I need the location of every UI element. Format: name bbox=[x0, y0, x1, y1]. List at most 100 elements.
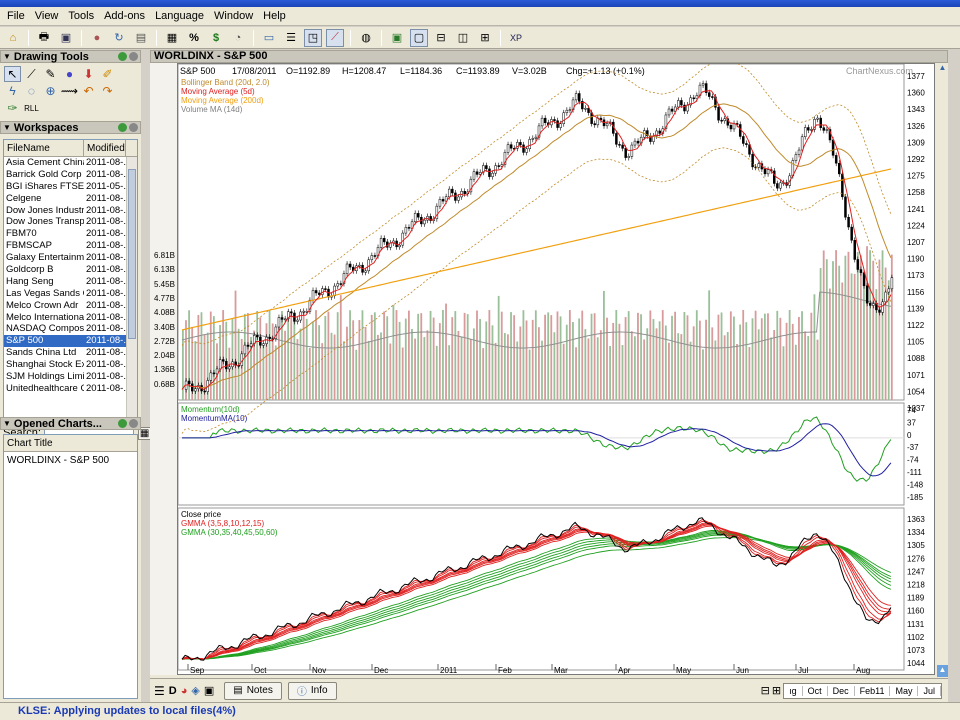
palette-icon[interactable]: ◈ bbox=[191, 685, 200, 697]
menu-language[interactable]: Language bbox=[155, 9, 205, 22]
layout-horizontal-icon[interactable]: ⊟ bbox=[436, 32, 446, 44]
timeline-navigator[interactable]: ıg Oct Dec Feb11 May Jul bbox=[783, 682, 942, 699]
dock-icon[interactable] bbox=[118, 123, 127, 132]
bollinger-lower-line bbox=[181, 147, 892, 434]
workspace-row[interactable]: BGI iShares FTSE ...2011-05-... bbox=[4, 181, 137, 193]
column-header-modified[interactable]: Modified bbox=[84, 140, 126, 156]
refresh-icon[interactable]: ↻ bbox=[114, 32, 124, 44]
window-icon[interactable]: ▣ bbox=[203, 685, 215, 697]
dock-icon[interactable] bbox=[118, 52, 127, 61]
volume-bar bbox=[643, 339, 646, 400]
monitor-icon[interactable]: ▤ bbox=[135, 32, 147, 44]
dollar-icon[interactable]: $ bbox=[212, 31, 220, 44]
dock-icon[interactable] bbox=[118, 419, 127, 428]
layout-single-icon[interactable]: ▢ bbox=[410, 28, 428, 47]
workspace-row[interactable]: SJM Holdings Limited2011-08-... bbox=[4, 371, 137, 383]
window-icon[interactable]: ▭ bbox=[263, 32, 275, 44]
pencil-tool-icon[interactable]: ✎ bbox=[45, 67, 56, 81]
undo-icon[interactable]: ↶ bbox=[83, 84, 94, 98]
save-icon[interactable]: ▣ bbox=[60, 32, 72, 44]
column-header-chart-title[interactable]: Chart Title bbox=[4, 435, 137, 452]
fibonacci-tool-icon[interactable]: ϟ bbox=[9, 84, 16, 98]
layout-vertical-icon[interactable]: ◫ bbox=[457, 32, 469, 44]
xp-theme-icon[interactable]: XP bbox=[509, 32, 522, 43]
gauge-icon[interactable]: ◔ bbox=[234, 31, 242, 44]
user-icon[interactable]: ● bbox=[93, 31, 101, 44]
workspace-row[interactable]: Galaxy Entertainme...2011-08-... bbox=[4, 252, 137, 264]
scroll-up-icon[interactable]: ▲ bbox=[938, 63, 947, 72]
info-button[interactable]: ⓘ Info bbox=[287, 681, 337, 700]
eraser-tool-icon[interactable]: ✑ bbox=[7, 101, 18, 115]
highlighter-tool-icon[interactable]: ✐ bbox=[102, 67, 113, 81]
close-icon[interactable] bbox=[129, 419, 138, 428]
opened-charts-header[interactable]: ▼ Opened Charts... bbox=[0, 417, 141, 430]
menu-view[interactable]: View bbox=[34, 9, 59, 22]
calculator-icon[interactable]: ▦ bbox=[166, 32, 178, 44]
opened-chart-item[interactable]: WORLDINX - S&P 500 bbox=[7, 455, 110, 466]
trendline-tool-icon[interactable]: ⟋ bbox=[27, 66, 36, 81]
workspace-row[interactable]: Dow Jones Transp...2011-08-... bbox=[4, 216, 137, 228]
pie-icon[interactable]: ◕ bbox=[180, 684, 188, 697]
print-icon[interactable]: 🖶 bbox=[38, 31, 50, 43]
chart-area[interactable]: S&P 500 17/08/2011 O=1192.89 H=1208.47 L=118… bbox=[177, 63, 935, 675]
workspace-row[interactable]: Sands China Ltd 2011-08-... bbox=[4, 347, 137, 359]
draw-icon[interactable]: D bbox=[168, 684, 177, 697]
scroll-down-icon[interactable]: ▲ bbox=[937, 665, 948, 677]
zoom-tool-icon[interactable]: ⊕ bbox=[45, 84, 56, 98]
magnifier-icon[interactable]: ◍ bbox=[361, 32, 371, 44]
workspace-row[interactable]: Shanghai Stock Ex...2011-08-... bbox=[4, 359, 137, 371]
home-icon[interactable]: ⌂ bbox=[9, 31, 17, 44]
pointer-tool-icon[interactable]: ↖ bbox=[4, 66, 21, 82]
workspace-row[interactable]: FBM70 2011-08-... bbox=[4, 228, 137, 240]
collapse-triangle-icon[interactable]: ▼ bbox=[3, 419, 11, 428]
circle-tool-icon[interactable]: ● bbox=[65, 67, 74, 81]
workspace-row[interactable]: Las Vegas Sands Cp2011-08-... bbox=[4, 288, 137, 300]
menu-help[interactable]: Help bbox=[263, 9, 286, 22]
drawing-tools-header[interactable]: ▼ Drawing Tools bbox=[0, 50, 141, 63]
chart-canvas[interactable]: S&P 500 17/08/2011 O=1192.89 H=1208.47 L=118… bbox=[178, 64, 936, 676]
close-icon[interactable] bbox=[129, 123, 138, 132]
column-header-filename[interactable]: FileName bbox=[4, 140, 84, 156]
chart-toggle-icon[interactable]: ◳ bbox=[304, 28, 322, 47]
workspace-row[interactable]: FBMSCAP 2011-08-... bbox=[4, 240, 137, 252]
workspace-row[interactable]: Celgene 2011-08-... bbox=[4, 193, 137, 205]
scrollbar-thumb[interactable] bbox=[128, 169, 136, 339]
redo-icon[interactable]: ↷ bbox=[102, 84, 113, 98]
chart-vertical-scrollbar[interactable]: ▲ ▲ bbox=[937, 63, 948, 677]
menu-window[interactable]: Window bbox=[214, 9, 254, 22]
workspace-row[interactable]: NASDAQ Composite2011-08-... bbox=[4, 323, 137, 335]
workspace-row[interactable]: Asia Cement China ...2011-08-... bbox=[4, 157, 137, 169]
list-icon[interactable]: ☰ bbox=[286, 32, 296, 44]
line-tool-icon[interactable]: ⟋ bbox=[326, 28, 344, 47]
collapse-triangle-icon[interactable]: ▼ bbox=[3, 123, 11, 132]
workspaces-header[interactable]: ▼ Workspaces bbox=[0, 121, 141, 134]
notes-button[interactable]: ▤ Notes bbox=[224, 681, 282, 700]
menu-tools[interactable]: Tools bbox=[68, 9, 95, 22]
workspace-row[interactable]: Melco International ...2011-08-... bbox=[4, 312, 137, 324]
candle-body bbox=[850, 226, 853, 241]
menu-addons[interactable]: Add-ons bbox=[104, 9, 146, 22]
workspace-row[interactable]: Melco Crown Adr 2011-08-... bbox=[4, 300, 137, 312]
zoom-in-icon[interactable]: ⊞ bbox=[771, 685, 782, 697]
workspaces-scrollbar[interactable] bbox=[126, 157, 137, 420]
workspace-row[interactable]: Goldcorp B 2011-08-... bbox=[4, 264, 137, 276]
workspace-row[interactable]: Dow Jones Industrial2011-08-... bbox=[4, 205, 137, 217]
workspace-row[interactable]: Barrick Gold Corp 2011-08-... bbox=[4, 169, 137, 181]
menu-file[interactable]: File bbox=[7, 9, 25, 22]
layout-grid-icon[interactable]: ⊞ bbox=[480, 32, 490, 44]
arrow-down-tool-icon[interactable]: ⬇ bbox=[83, 67, 94, 81]
bollinger-upper-line bbox=[181, 64, 892, 346]
collapse-triangle-icon[interactable]: ▼ bbox=[3, 52, 11, 61]
zoom-out-icon[interactable]: ⊟ bbox=[760, 685, 770, 697]
bar-style-icon[interactable]: ☰ bbox=[154, 683, 165, 698]
ellipse-tool-icon[interactable]: ◌ bbox=[27, 84, 36, 98]
ray-tool-icon[interactable]: RLL bbox=[24, 103, 39, 113]
candle-body bbox=[807, 127, 810, 131]
workspace-row[interactable]: S&P 500 2011-08-... bbox=[4, 335, 137, 348]
workspace-row[interactable]: Unitedhealthcare G...2011-08-... bbox=[4, 383, 137, 395]
percent-icon[interactable]: % bbox=[189, 31, 199, 44]
workspace-row[interactable]: Hang Seng 2011-08-... bbox=[4, 276, 137, 288]
close-icon[interactable] bbox=[129, 52, 138, 61]
zigzag-tool-icon[interactable]: ⟿ bbox=[60, 84, 79, 98]
screen-icon[interactable]: ▣ bbox=[391, 32, 403, 44]
